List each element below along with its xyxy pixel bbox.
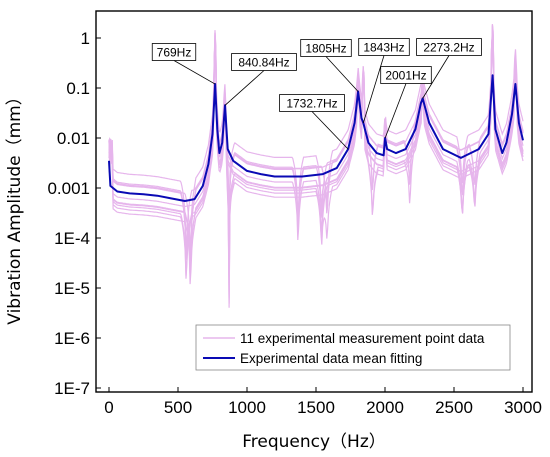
annotation-label: 2001Hz	[385, 69, 426, 83]
annotation-box	[300, 39, 352, 57]
experimental-point-line	[108, 24, 524, 280]
annotation-leader	[362, 55, 385, 124]
annotation-label: 1732.7Hz	[286, 97, 337, 111]
annotation-label: 2273.2Hz	[423, 41, 474, 55]
mean-fitting-line	[108, 74, 524, 202]
experimental-point-line	[108, 35, 524, 241]
annotation-leader	[384, 83, 407, 139]
annotation-label: 1843Hz	[363, 41, 404, 55]
y-axis-title: Vibration Amplitude（mm）	[5, 88, 25, 324]
annotation-box	[151, 43, 197, 61]
y-tick-label: 0.01	[57, 129, 90, 148]
annotation-box	[416, 38, 482, 56]
axes: 0 500 1000 1500 2000 2500 3000 1 0.1 0.01 0.001 1E-…	[47, 29, 541, 417]
x-tick-label: 2000	[366, 398, 404, 417]
annotation-label: 1805Hz	[305, 42, 346, 56]
annotation-box	[231, 53, 297, 71]
annotation-leader	[325, 56, 359, 92]
annotation-box	[380, 66, 432, 84]
annotation-leader	[224, 70, 265, 106]
x-tick-label: 1500	[297, 398, 335, 417]
annotation-label: 769Hz	[157, 46, 192, 60]
legend-label: Experimental data mean fitting	[240, 351, 422, 366]
experimental-point-line	[108, 34, 524, 278]
experimental-point-line	[108, 24, 524, 276]
annotation-label: 840.84Hz	[238, 56, 289, 70]
experimental-point-line	[108, 33, 524, 279]
annotation-box	[358, 38, 410, 56]
plot-frame	[95, 10, 533, 393]
x-tick-label: 500	[164, 398, 192, 417]
annotation-leader	[311, 111, 349, 150]
legend-box	[195, 324, 511, 371]
x-tick-label: 0	[104, 398, 113, 417]
annotations: 769Hz 840.84Hz 1732.7Hz 1805Hz 1843Hz 2001Hz 2…	[151, 38, 482, 150]
x-tick-label: 1000	[228, 398, 266, 417]
annotation-leader	[422, 55, 450, 99]
y-tick-label: 0.1	[66, 79, 90, 98]
y-tick-label: 1	[81, 29, 90, 48]
y-tick-label: 1E-4	[54, 229, 90, 248]
experimental-point-line	[108, 32, 524, 275]
y-tick-label: 1E-5	[54, 279, 90, 298]
experimental-point-line	[108, 32, 524, 308]
experimental-point-line	[108, 32, 524, 304]
experimental-point-line	[108, 30, 524, 268]
legend-label: 11 experimental measurement point data	[240, 331, 485, 346]
x-axis-title: Frequency（Hz）	[242, 432, 386, 452]
x-tick-label: 3000	[504, 398, 542, 417]
series-lines	[108, 24, 524, 308]
legend: 11 experimental measurement point data Ex…	[195, 324, 511, 371]
annotation-box	[279, 94, 345, 112]
experimental-point-line	[108, 25, 524, 299]
annotation-leader	[173, 60, 216, 85]
x-tick-label: 2500	[435, 398, 473, 417]
y-tick-label: 0.001	[47, 179, 90, 198]
y-tick-label: 1E-7	[54, 379, 90, 398]
y-tick-label: 1E-6	[54, 329, 90, 348]
